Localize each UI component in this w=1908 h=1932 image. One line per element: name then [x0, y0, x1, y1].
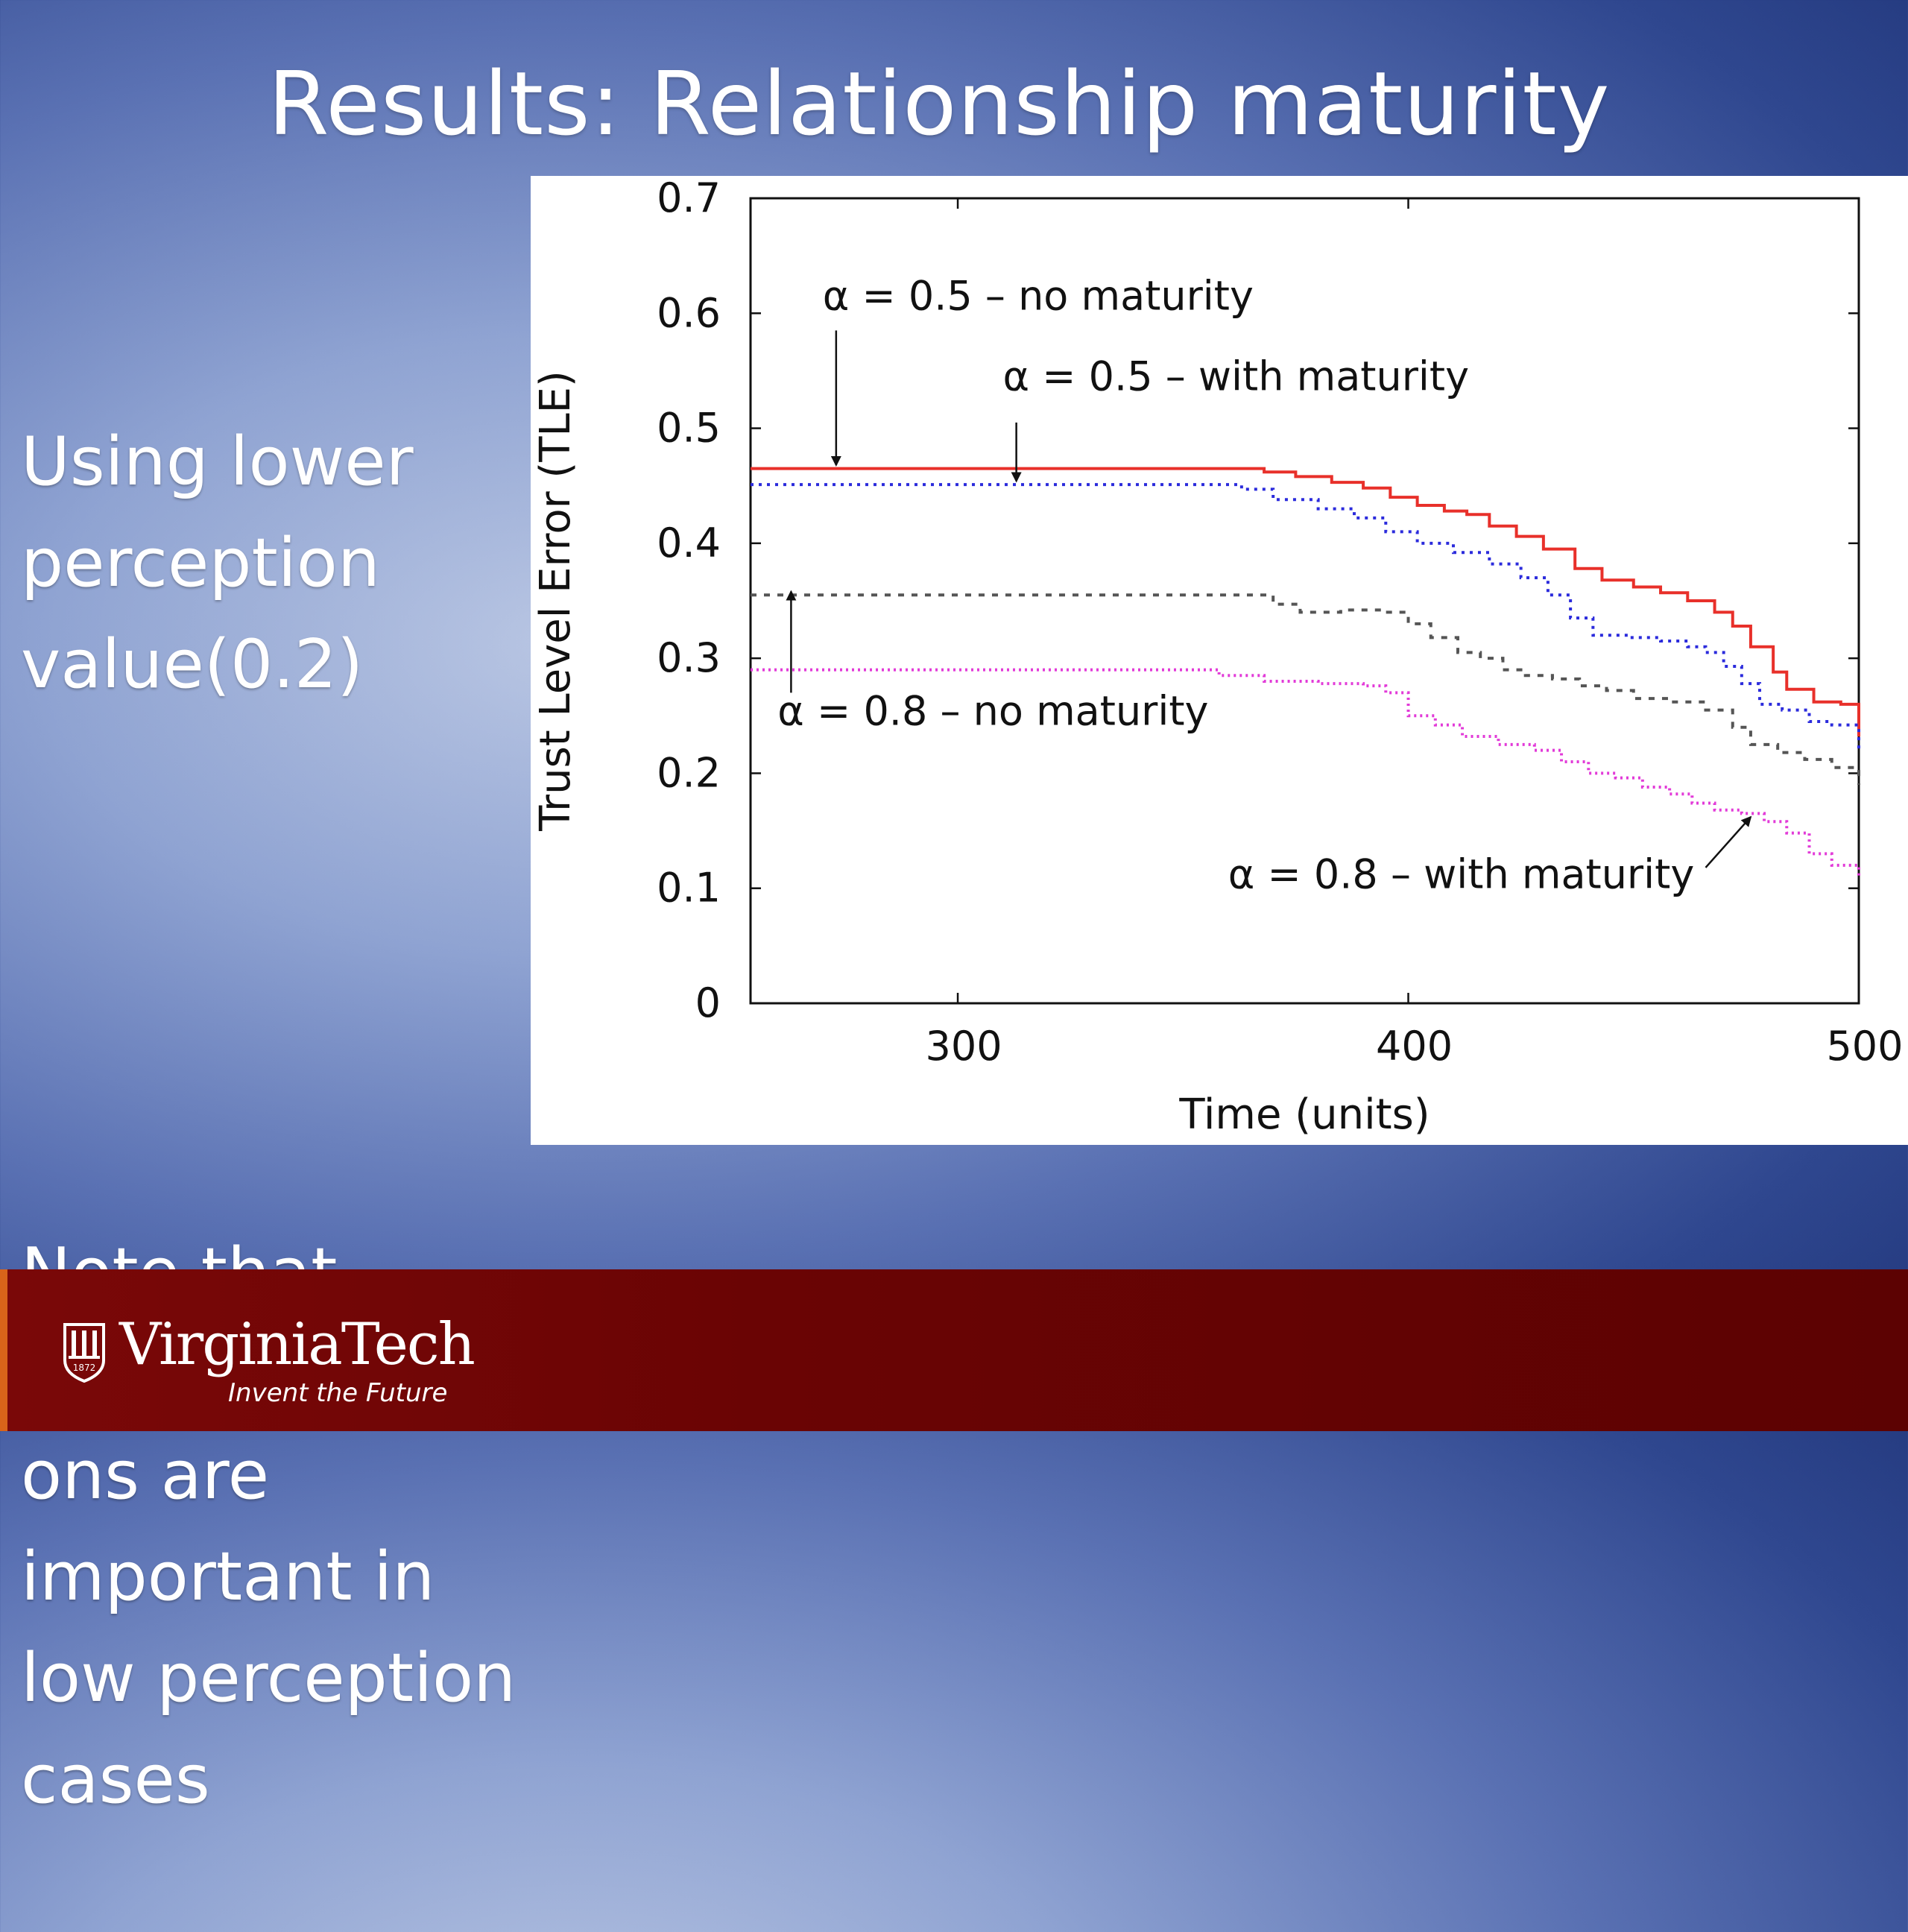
- logo-year: 1872: [73, 1363, 96, 1373]
- y-tick-label: 0.3: [657, 634, 721, 681]
- series-line-a05_no: [751, 467, 1860, 737]
- x-tick-label: 300: [926, 1023, 1002, 1070]
- logo-tagline: Invent the Future: [228, 1378, 448, 1408]
- tle-chart-panel: 0 0.1 0.2 0.3 0.4 0.5 0.6 0.7 300 400 500 Time (uni…: [531, 176, 1908, 1145]
- virginia-tech-logo: 1872 VirginiaTech Invent the Future: [58, 1311, 476, 1415]
- footer-bar: 1872 VirginiaTech Invent the Future: [0, 1269, 1908, 1431]
- x-tick-label: 500: [1826, 1023, 1903, 1070]
- slide-title: Results: Relationship maturity: [268, 52, 1611, 155]
- series-line-a05_with: [751, 483, 1860, 751]
- logo-wordmark: VirginiaTech: [119, 1311, 476, 1378]
- annotation-label-ann_a08_no: α = 0.8 – no maturity: [777, 688, 1208, 735]
- series-line-a08_no: [751, 593, 1860, 785]
- tle-line-chart: 0 0.1 0.2 0.3 0.4 0.5 0.6 0.7 300 400 500 Time (uni…: [531, 176, 1904, 1139]
- y-tick-label: 0: [695, 979, 721, 1026]
- y-tick-label: 0.7: [657, 176, 721, 221]
- y-tick-label: 0.6: [657, 289, 721, 336]
- body-paragraph-spacer: [21, 918, 543, 1020]
- y-tick-label: 0.4: [657, 520, 721, 566]
- annotation-arrow-ann_a08_with: [1705, 815, 1752, 868]
- shield-icon: 1872: [63, 1323, 105, 1383]
- y-tick-label: 0.5: [657, 405, 721, 452]
- slide-body-text: Using lower perception value(0.2) Note t…: [21, 209, 543, 1932]
- annotation-label-ann_a05_with: α = 0.5 – with maturity: [1003, 353, 1470, 400]
- annotation-label-ann_a08_with: α = 0.8 – with maturity: [1228, 851, 1695, 898]
- series-line-a08_with: [751, 668, 1860, 877]
- body-paragraph-perception: Using lower perception value(0.2): [21, 423, 414, 704]
- annotation-label-ann_a05_no: α = 0.5 – no maturity: [823, 273, 1254, 320]
- y-axis-label: Trust Level Error (TLE): [531, 370, 580, 832]
- x-tick-label: 400: [1376, 1023, 1453, 1070]
- footer-accent-edge: [0, 1269, 7, 1431]
- plot-frame: [749, 197, 1860, 1005]
- y-tick-label: 0.2: [657, 749, 721, 796]
- y-tick-label: 0.1: [657, 865, 721, 912]
- x-axis-label: Time (units): [1178, 1090, 1430, 1139]
